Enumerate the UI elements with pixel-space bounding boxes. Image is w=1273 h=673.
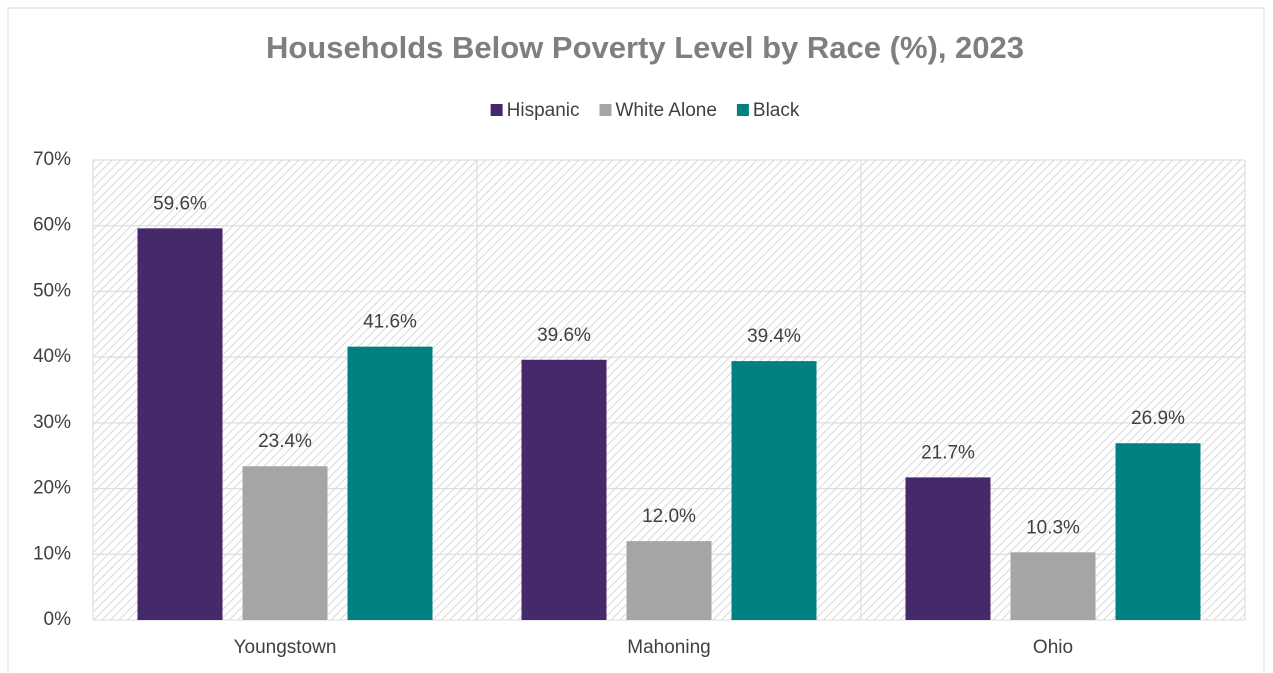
bar [347, 346, 433, 620]
bar [1115, 443, 1201, 620]
data-label: 59.6% [153, 193, 207, 214]
y-tick-label: 70% [33, 149, 71, 170]
chart-title: Households Below Poverty Level by Race (… [266, 30, 1024, 65]
bar [905, 477, 991, 620]
data-label: 39.4% [747, 326, 801, 347]
x-tick-label: Ohio [1033, 637, 1073, 658]
x-tick-label: Youngstown [234, 637, 337, 658]
bar [626, 541, 712, 620]
data-label: 10.3% [1026, 517, 1080, 538]
data-label: 39.6% [537, 325, 591, 346]
y-tick-label: 30% [33, 412, 71, 433]
data-label: 23.4% [258, 431, 312, 452]
data-label: 21.7% [921, 442, 975, 463]
data-label: 41.6% [363, 312, 417, 333]
y-tick-label: 40% [33, 346, 71, 367]
bar [137, 228, 223, 621]
y-tick-label: 0% [44, 609, 72, 630]
y-tick-label: 20% [33, 478, 71, 499]
bar [521, 359, 607, 620]
legend-label: Hispanic [507, 100, 580, 121]
legend-label: Black [753, 100, 800, 121]
x-tick-label: Mahoning [627, 637, 710, 658]
legend-label: White Alone [616, 100, 717, 121]
bar [242, 466, 328, 620]
y-tick-label: 50% [33, 280, 71, 301]
y-tick-label: 10% [33, 543, 71, 564]
bar [1010, 552, 1096, 620]
legend-swatch [736, 104, 749, 116]
y-tick-label: 60% [33, 215, 71, 236]
legend-swatch [599, 104, 612, 116]
data-label: 26.9% [1131, 408, 1185, 429]
legend-swatch [490, 104, 503, 116]
data-label: 12.0% [642, 506, 696, 527]
bar [731, 361, 817, 620]
